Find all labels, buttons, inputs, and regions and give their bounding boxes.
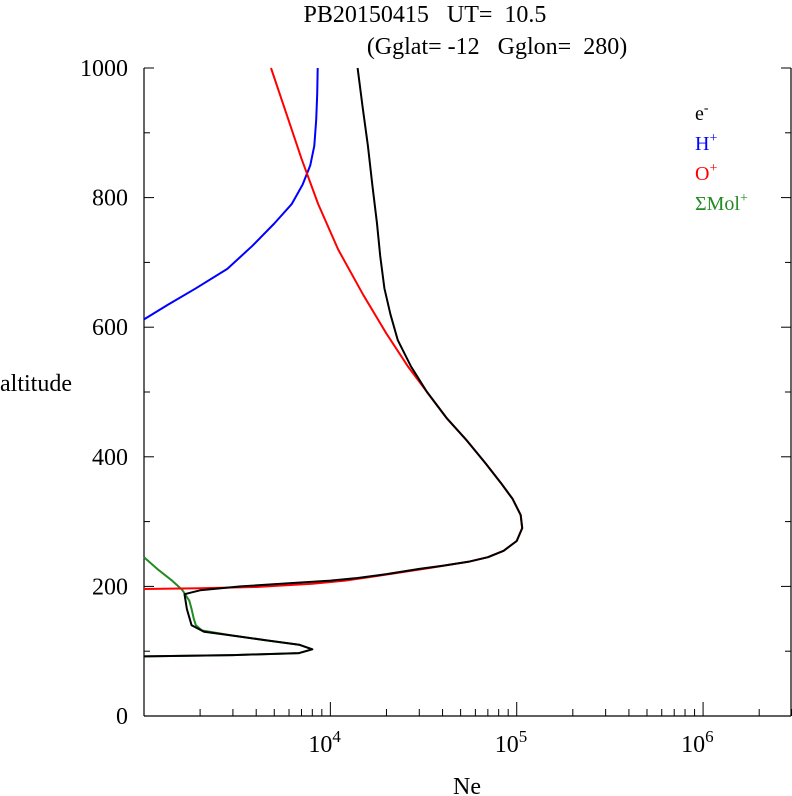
series-line-2 [143, 67, 524, 590]
y-tick-label: 200 [92, 574, 128, 600]
legend-entry: e- [695, 101, 709, 125]
y-tick-label: 400 [92, 445, 128, 471]
y-tick-label: 600 [92, 315, 128, 341]
y-tick-label: 1000 [80, 56, 128, 82]
legend-entry: ΣMol+ [695, 191, 748, 215]
series-line-1 [143, 67, 319, 321]
y-axis-label: altitude [0, 371, 72, 397]
legend-entry: O+ [695, 161, 717, 185]
legend-entry: H+ [695, 131, 717, 155]
y-tick-label: 800 [92, 186, 128, 212]
x-tick-label: 104 [308, 727, 341, 758]
series-line-0 [143, 67, 524, 658]
x-tick-label: 106 [681, 727, 714, 758]
x-axis-label: Ne [453, 774, 481, 796]
series-line-3 [143, 556, 314, 658]
y-tick-label: 0 [116, 704, 128, 730]
chart-title-line1: PB20150415 UT= 10.5 [304, 2, 547, 28]
chart-title-line2: (Gglat= -12 Gglon= 280) [367, 34, 627, 60]
x-tick-label: 105 [495, 727, 528, 758]
